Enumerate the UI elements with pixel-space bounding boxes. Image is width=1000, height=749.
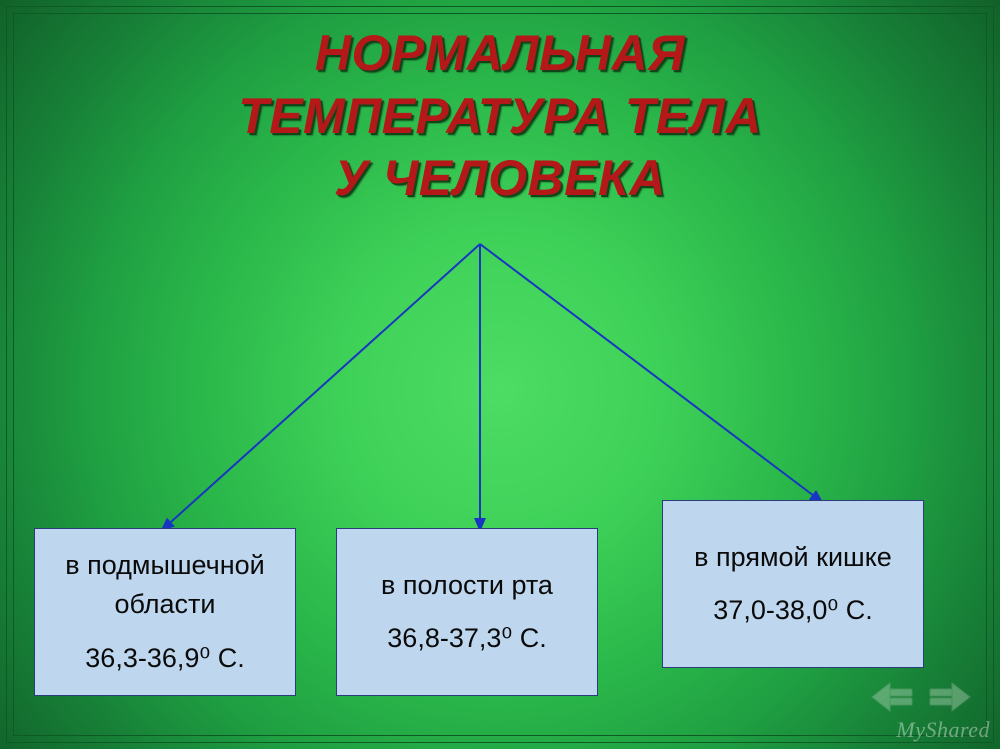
nav-prev-icon[interactable]	[870, 675, 914, 719]
info-box-value: 37,0-38,0⁰ С.	[713, 591, 872, 630]
title-line: ТЕМПЕРАТУРА ТЕЛА	[0, 85, 1000, 148]
info-box-label: в прямой кишке	[694, 538, 892, 577]
watermark: MyShared	[896, 717, 990, 743]
info-box-value: 36,8-37,3⁰ С.	[387, 619, 546, 658]
title-line: НОРМАЛЬНАЯ	[0, 22, 1000, 85]
info-box-label: в полости рта	[381, 566, 553, 605]
info-box-axillary: в подмышечной области 36,3-36,9⁰ С.	[34, 528, 296, 696]
title-line: У ЧЕЛОВЕКА	[0, 147, 1000, 210]
info-box-label: в подмышечной области	[65, 546, 264, 624]
slide-title: НОРМАЛЬНАЯТЕМПЕРАТУРА ТЕЛАУ ЧЕЛОВЕКА	[0, 22, 1000, 210]
info-box-value: 36,3-36,9⁰ С.	[85, 639, 244, 678]
slide-root: НОРМАЛЬНАЯТЕМПЕРАТУРА ТЕЛАУ ЧЕЛОВЕКА в п…	[0, 0, 1000, 749]
nav-next-icon[interactable]	[928, 675, 972, 719]
nav-arrows	[870, 675, 972, 719]
info-box-rectal: в прямой кишке 37,0-38,0⁰ С.	[662, 500, 924, 668]
info-box-oral: в полости рта 36,8-37,3⁰ С.	[336, 528, 598, 696]
